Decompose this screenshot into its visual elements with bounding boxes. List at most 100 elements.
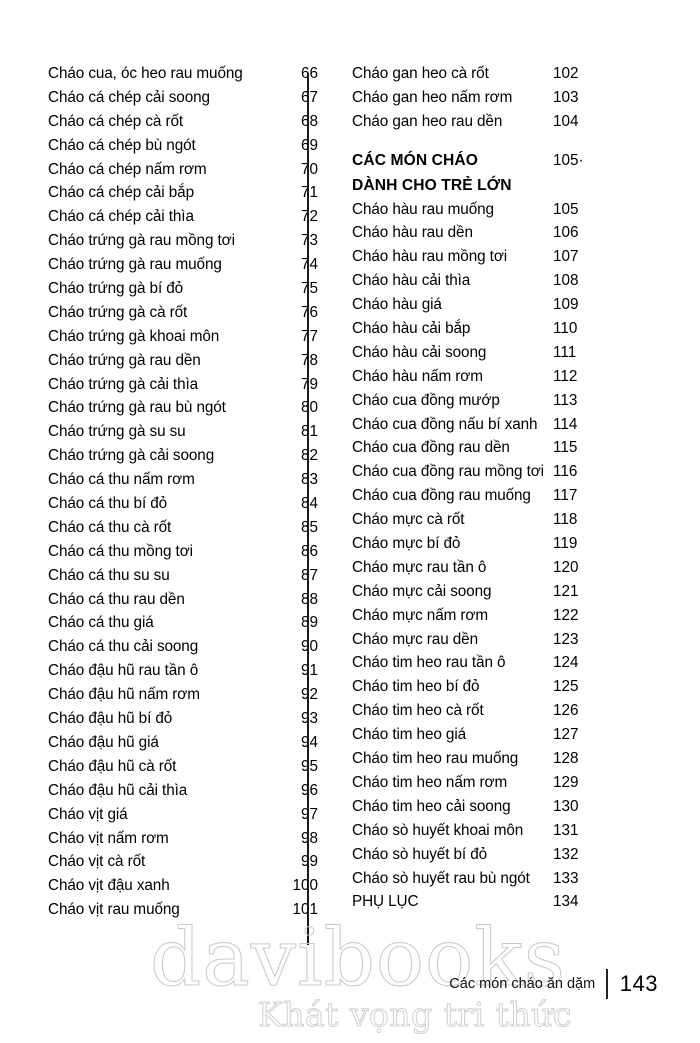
toc-entry[interactable]: Cháo gan heo nấm rơm 103 [352, 86, 580, 110]
toc-entry[interactable]: Cháo mực rau tần ô 120 [352, 556, 580, 580]
toc-entry[interactable]: Cháo mực bí đỏ 119 [352, 532, 580, 556]
toc-entry[interactable]: Cháo hàu cải bắp 110 [352, 317, 580, 341]
toc-entry[interactable]: Cháo đậu hũ giá 94 [48, 731, 318, 755]
toc-entry-page-number: 127 [553, 726, 579, 744]
toc-entry-page-number: 113 [553, 391, 578, 409]
toc-entry[interactable]: Cháo vịt nấm rơm 98 [48, 827, 318, 851]
toc-entry[interactable]: Cháo cá thu giá 89 [48, 611, 318, 635]
toc-entry[interactable]: Cháo hàu giá 109 [352, 293, 580, 317]
toc-entry[interactable]: Cháo sò huyết bí đỏ 132 [352, 843, 580, 867]
toc-entry[interactable]: Cháo cua đồng mướp 113 [352, 389, 580, 413]
toc-entry[interactable]: Cháo cá thu cà rốt 85 [48, 516, 318, 540]
toc-entry[interactable]: Cháo vịt rau muống 101 [48, 898, 318, 922]
toc-entry-page-number: 91 [300, 662, 318, 680]
toc-entry-page-number: 77 [300, 327, 318, 345]
toc-entry[interactable]: Cháo mực nấm rơm 122 [352, 604, 580, 628]
toc-entry[interactable]: Cháo cá thu cải soong 90 [48, 635, 318, 659]
toc-entry-label: Cháo đậu hũ cà rốt [48, 757, 177, 775]
toc-entry[interactable]: Cháo trứng gà cà rốt 76 [48, 301, 318, 325]
toc-entry[interactable]: Cháo cá chép cải thìa 72 [48, 205, 318, 229]
toc-entry[interactable]: Cháo trứng gà rau mồng tơi 73 [48, 229, 318, 253]
toc-entry-label: Cháo trứng gà khoai môn [48, 327, 220, 345]
toc-entry-label: Cháo trứng gà rau bù ngót [48, 399, 226, 417]
toc-entry[interactable]: Cháo hàu rau dền 106 [352, 221, 580, 245]
toc-entry[interactable]: Cháo trứng gà rau muống 74 [48, 253, 318, 277]
toc-entry-label: Cháo tim heo cải soong [352, 797, 511, 815]
toc-entry-page-number: 122 [553, 606, 579, 624]
toc-entry[interactable]: Cháo hàu nấm rơm 112 [352, 365, 580, 389]
toc-entry-page-number: 92 [300, 686, 318, 704]
toc-entry[interactable]: Cháo tim heo rau tần ô 124 [352, 651, 580, 675]
toc-entry-label: Cháo vịt nấm rơm [48, 829, 169, 847]
toc-entry[interactable]: Cháo cá thu su su 87 [48, 564, 318, 588]
toc-entry[interactable]: Cháo sò huyết khoai môn 131 [352, 819, 580, 843]
toc-entry[interactable]: Cháo trứng gà rau dền 78 [48, 349, 318, 373]
toc-entry[interactable]: Cháo cua đồng nấu bí xanh 114 [352, 413, 580, 437]
toc-entry[interactable]: Cháo cua, óc heo rau muống 66 [48, 62, 318, 86]
toc-column-right: Cháo gan heo cà rốt 102 Cháo gan heo nấm r… [352, 62, 584, 914]
toc-entry-page-number: 78 [300, 351, 318, 369]
toc-section-heading[interactable]: CÁC MÓN CHÁO 105· [352, 148, 584, 174]
toc-entry[interactable]: Cháo cá chép bù ngót 69 [48, 134, 318, 158]
toc-entry-page-number: 67 [300, 88, 318, 106]
toc-entry[interactable]: Cháo tim heo rau muống 128 [352, 747, 580, 771]
toc-entry-label: Cháo trứng gà su su [48, 423, 186, 441]
toc-entry[interactable]: Cháo đậu hũ rau tần ô 91 [48, 659, 318, 683]
toc-entry[interactable]: Cháo gan heo rau dền 104 [352, 110, 580, 134]
toc-entry[interactable]: Cháo cua đồng rau dền 115 [352, 436, 580, 460]
toc-section-heading[interactable]: DÀNH CHO TRẺ LỚN [352, 174, 580, 198]
toc-entry[interactable]: Cháo cá chép cải bắp 71 [48, 181, 318, 205]
toc-entry-label: Cháo cua đồng rau dền [352, 439, 510, 457]
toc-entry[interactable]: Cháo sò huyết rau bù ngót 133 [352, 867, 580, 891]
toc-section-heading-label: DÀNH CHO TRẺ LỚN [352, 176, 512, 194]
toc-entry[interactable]: Cháo đậu hũ nấm rơm 92 [48, 683, 318, 707]
toc-entry-page-number: 133 [553, 869, 579, 887]
toc-entry[interactable]: Cháo trứng gà cải thìa 79 [48, 373, 318, 397]
toc-entry[interactable]: Cháo đậu hũ bí đỏ 93 [48, 707, 318, 731]
toc-entry[interactable]: PHỤ LỤC 134 [352, 890, 580, 914]
toc-entry[interactable]: Cháo tim heo nấm rơm 129 [352, 771, 580, 795]
toc-entry-page-number: 69 [300, 136, 318, 154]
toc-entry-label: Cháo gan heo nấm rơm [352, 88, 513, 106]
toc-entry[interactable]: Cháo cá thu rau dền 88 [48, 588, 318, 612]
toc-entry[interactable]: Cháo cá chép nấm rơm 70 [48, 158, 318, 182]
toc-entry[interactable]: Cháo trứng gà su su 81 [48, 420, 318, 444]
toc-entry[interactable]: Cháo hàu rau muống 105 [352, 198, 580, 222]
toc-entry[interactable]: Cháo cua đồng rau muống 117 [352, 484, 580, 508]
toc-entry[interactable]: Cháo tim heo bí đỏ 125 [352, 675, 580, 699]
toc-entry[interactable]: Cháo cá thu bí đỏ 84 [48, 492, 318, 516]
toc-entry[interactable]: Cháo mực cải soong 121 [352, 580, 580, 604]
toc-entry[interactable]: Cháo trứng gà bí đỏ 75 [48, 277, 318, 301]
toc-entry[interactable]: Cháo tim heo giá 127 [352, 723, 580, 747]
toc-entry-label: Cháo trứng gà cà rốt [48, 303, 188, 321]
toc-entry-label: Cháo cá chép cải bắp [48, 184, 194, 202]
toc-entry[interactable]: Cháo mực rau dền 123 [352, 628, 580, 652]
toc-entry-label: Cháo hàu giá [352, 296, 442, 314]
toc-entry-label: Cháo sò huyết bí đỏ [352, 845, 488, 863]
toc-entry[interactable]: Cháo hàu cải thìa 108 [352, 269, 580, 293]
toc-entry-page-number: 82 [300, 447, 318, 465]
toc-entry[interactable]: Cháo gan heo cà rốt 102 [352, 62, 580, 86]
toc-entry-page-number: 88 [300, 590, 318, 608]
toc-entry[interactable]: Cháo vịt giá 97 [48, 803, 318, 827]
toc-entry[interactable]: Cháo cá thu mồng tơi 86 [48, 540, 318, 564]
toc-entry[interactable]: Cháo tim heo cải soong 130 [352, 795, 580, 819]
toc-entry[interactable]: Cháo vịt đậu xanh 100 [48, 874, 318, 898]
toc-entry[interactable]: Cháo hàu rau mồng tơi 107 [352, 245, 580, 269]
toc-entry[interactable]: Cháo hàu cải soong 111 [352, 341, 580, 365]
toc-entry[interactable]: Cháo cá chép cà rốt 68 [48, 110, 318, 134]
toc-entry[interactable]: Cháo mực cà rốt 118 [352, 508, 580, 532]
toc-entry-page-number: 93 [300, 710, 318, 728]
toc-entry[interactable]: Cháo đậu hũ cà rốt 95 [48, 755, 318, 779]
toc-entry[interactable]: Cháo cá chép cải soong 67 [48, 86, 318, 110]
toc-entry[interactable]: Cháo vịt cà rốt 99 [48, 850, 318, 874]
toc-entry-label: Cháo đậu hũ bí đỏ [48, 710, 173, 728]
toc-entry[interactable]: Cháo trứng gà khoai môn 77 [48, 325, 318, 349]
toc-entry[interactable]: Cháo đậu hũ cải thìa 96 [48, 779, 318, 803]
toc-entry[interactable]: Cháo trứng gà rau bù ngót 80 [48, 396, 318, 420]
toc-entry-page-number: 131 [553, 821, 579, 839]
toc-entry[interactable]: Cháo tim heo cà rốt 126 [352, 699, 580, 723]
toc-entry[interactable]: Cháo trứng gà cải soong 82 [48, 444, 318, 468]
toc-entry[interactable]: Cháo cua đồng rau mồng tơi 116 [352, 460, 580, 484]
toc-entry[interactable]: Cháo cá thu nấm rơm 83 [48, 468, 318, 492]
